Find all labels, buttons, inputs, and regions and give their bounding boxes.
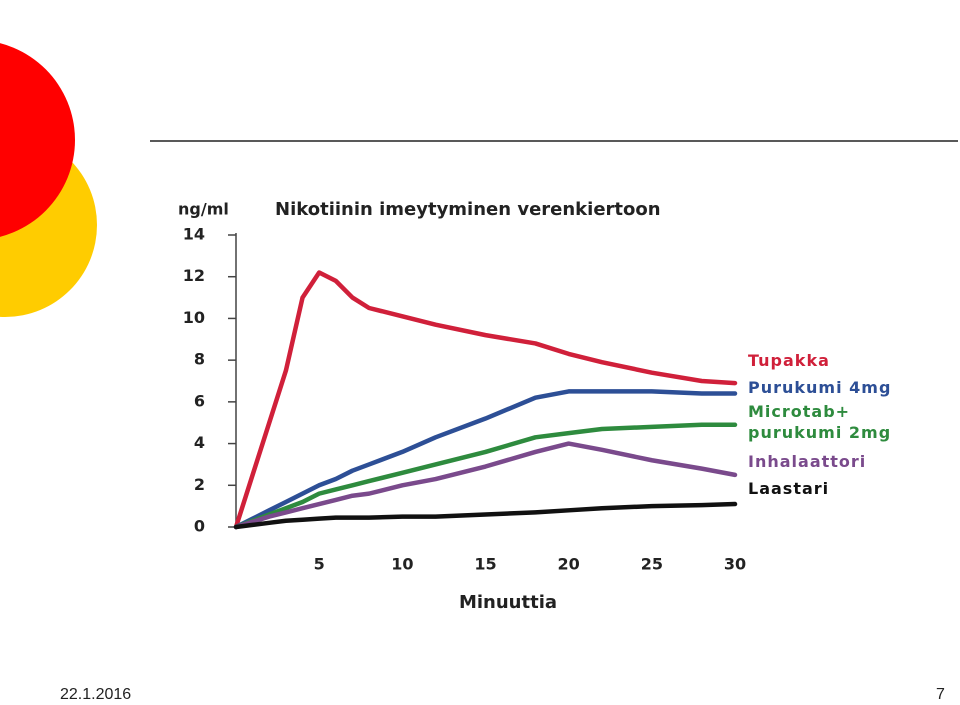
series-line xyxy=(233,270,738,530)
legend-entry: Tupakka xyxy=(748,351,830,370)
x-tick-label: 30 xyxy=(724,555,746,574)
y-tick-label: 10 xyxy=(183,308,205,327)
legend-entry: Microtab+ purukumi 2mg xyxy=(748,402,892,442)
x-tick-label: 20 xyxy=(558,555,580,574)
legend-entry: Inhalaattori xyxy=(748,452,867,471)
series-line xyxy=(233,422,738,530)
footer-date: 22.1.2016 xyxy=(60,686,132,703)
deco-circle xyxy=(0,43,75,237)
legend-entry: Laastari xyxy=(748,479,830,498)
y-tick-label: 6 xyxy=(194,391,205,410)
x-tick-label: 5 xyxy=(314,555,325,574)
series-line xyxy=(233,389,738,530)
series-line xyxy=(233,441,738,530)
y-tick-label: 8 xyxy=(194,350,205,369)
y-tick-label: 2 xyxy=(194,475,205,494)
x-tick-label: 25 xyxy=(641,555,663,574)
y-axis-label: ng/ml xyxy=(178,200,229,219)
x-tick-label: 15 xyxy=(474,555,496,574)
x-tick-label: 10 xyxy=(391,555,413,574)
page-number: 7 xyxy=(936,686,945,703)
chart-title: Nikotiinin imeytyminen verenkiertoon xyxy=(275,199,661,220)
y-tick-label: 4 xyxy=(194,433,205,452)
x-axis-label: Minuuttia xyxy=(459,592,557,613)
y-tick-label: 12 xyxy=(183,266,205,285)
y-tick-label: 14 xyxy=(183,225,205,244)
y-tick-label: 0 xyxy=(194,517,205,536)
series-line xyxy=(233,501,738,530)
legend-entry: Purukumi 4mg xyxy=(748,378,892,397)
